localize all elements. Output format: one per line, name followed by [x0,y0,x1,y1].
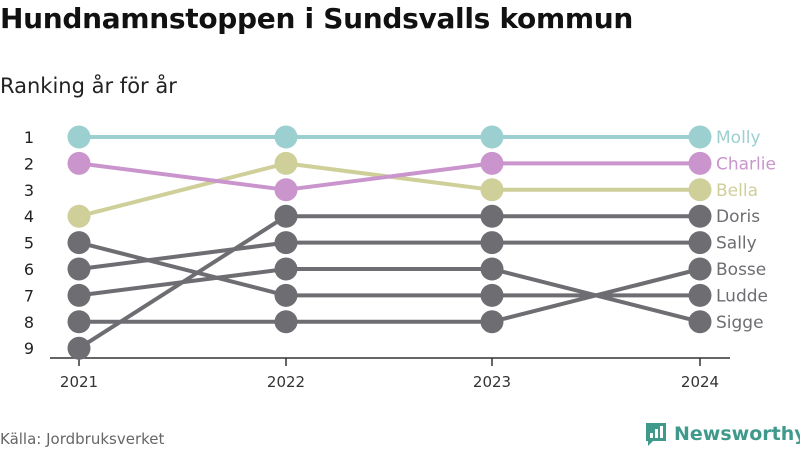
point-ludde-2021 [67,231,91,255]
point-doris-2024 [688,204,712,228]
point-doris-2021 [67,336,91,360]
brand-name: Newsworthy [674,423,800,445]
y-tick-label-2: 2 [24,154,34,173]
y-tick-label-4: 4 [24,207,34,226]
point-molly-2023 [480,125,504,149]
point-charlie-2022 [274,178,298,202]
series-label-ludde: Ludde [716,286,768,306]
series-line-sigge [77,267,702,324]
series-label-sigge: Sigge [716,313,764,333]
point-sally-2021 [67,257,91,281]
series-label-doris: Doris [716,207,760,227]
point-bella-2024 [688,178,712,202]
point-molly-2022 [274,125,298,149]
x-tick-label-2021: 2021 [60,373,98,391]
point-molly-2021 [67,125,91,149]
brand-logo: Newsworthy [644,421,800,447]
x-tick-label-2022: 2022 [267,373,305,391]
point-doris-2023 [480,204,504,228]
point-sigge-2023 [480,257,504,281]
series-line-charlie [77,161,702,192]
point-bosse-2024 [688,257,712,281]
x-tick-label-2023: 2023 [473,373,511,391]
series-line-sally [77,240,702,271]
series-label-bella: Bella [716,181,758,201]
point-sally-2023 [480,231,504,255]
point-ludde-2023 [480,283,504,307]
y-tick-label-7: 7 [24,286,34,305]
point-bosse-2023 [480,310,504,334]
point-charlie-2023 [480,151,504,175]
point-doris-2022 [274,204,298,228]
series-line-bella [77,161,702,219]
newsworthy-logo-icon [646,423,666,446]
series-label-bosse: Bosse [716,260,766,280]
y-tick-label-6: 6 [24,260,34,279]
series-label-charlie: Charlie [716,154,776,174]
point-sigge-2021 [67,283,91,307]
y-tick-label-8: 8 [24,313,34,332]
point-bosse-2022 [274,310,298,334]
y-tick-label-3: 3 [24,181,34,200]
chart-subtitle: Ranking år för år [0,74,177,98]
y-tick-label-1: 1 [24,128,34,147]
y-tick-label-5: 5 [24,234,34,253]
point-bella-2021 [67,204,91,228]
point-sigge-2022 [274,257,298,281]
series-label-sally: Sally [716,234,757,254]
source-note: Källa: Jordbruksverket [0,430,165,448]
point-sigge-2024 [688,310,712,334]
series-label-molly: Molly [716,128,761,148]
point-charlie-2024 [688,151,712,175]
point-bella-2022 [274,151,298,175]
point-bella-2023 [480,178,504,202]
point-bosse-2021 [67,310,91,334]
point-sally-2024 [688,231,712,255]
point-ludde-2024 [688,283,712,307]
y-tick-label-9: 9 [24,339,34,358]
point-charlie-2021 [67,151,91,175]
chart-title: Hundnamnstoppen i Sundsvalls kommun [0,2,633,35]
point-ludde-2022 [274,283,298,307]
point-sally-2022 [274,231,298,255]
point-molly-2024 [688,125,712,149]
x-tick-label-2024: 2024 [681,373,719,391]
